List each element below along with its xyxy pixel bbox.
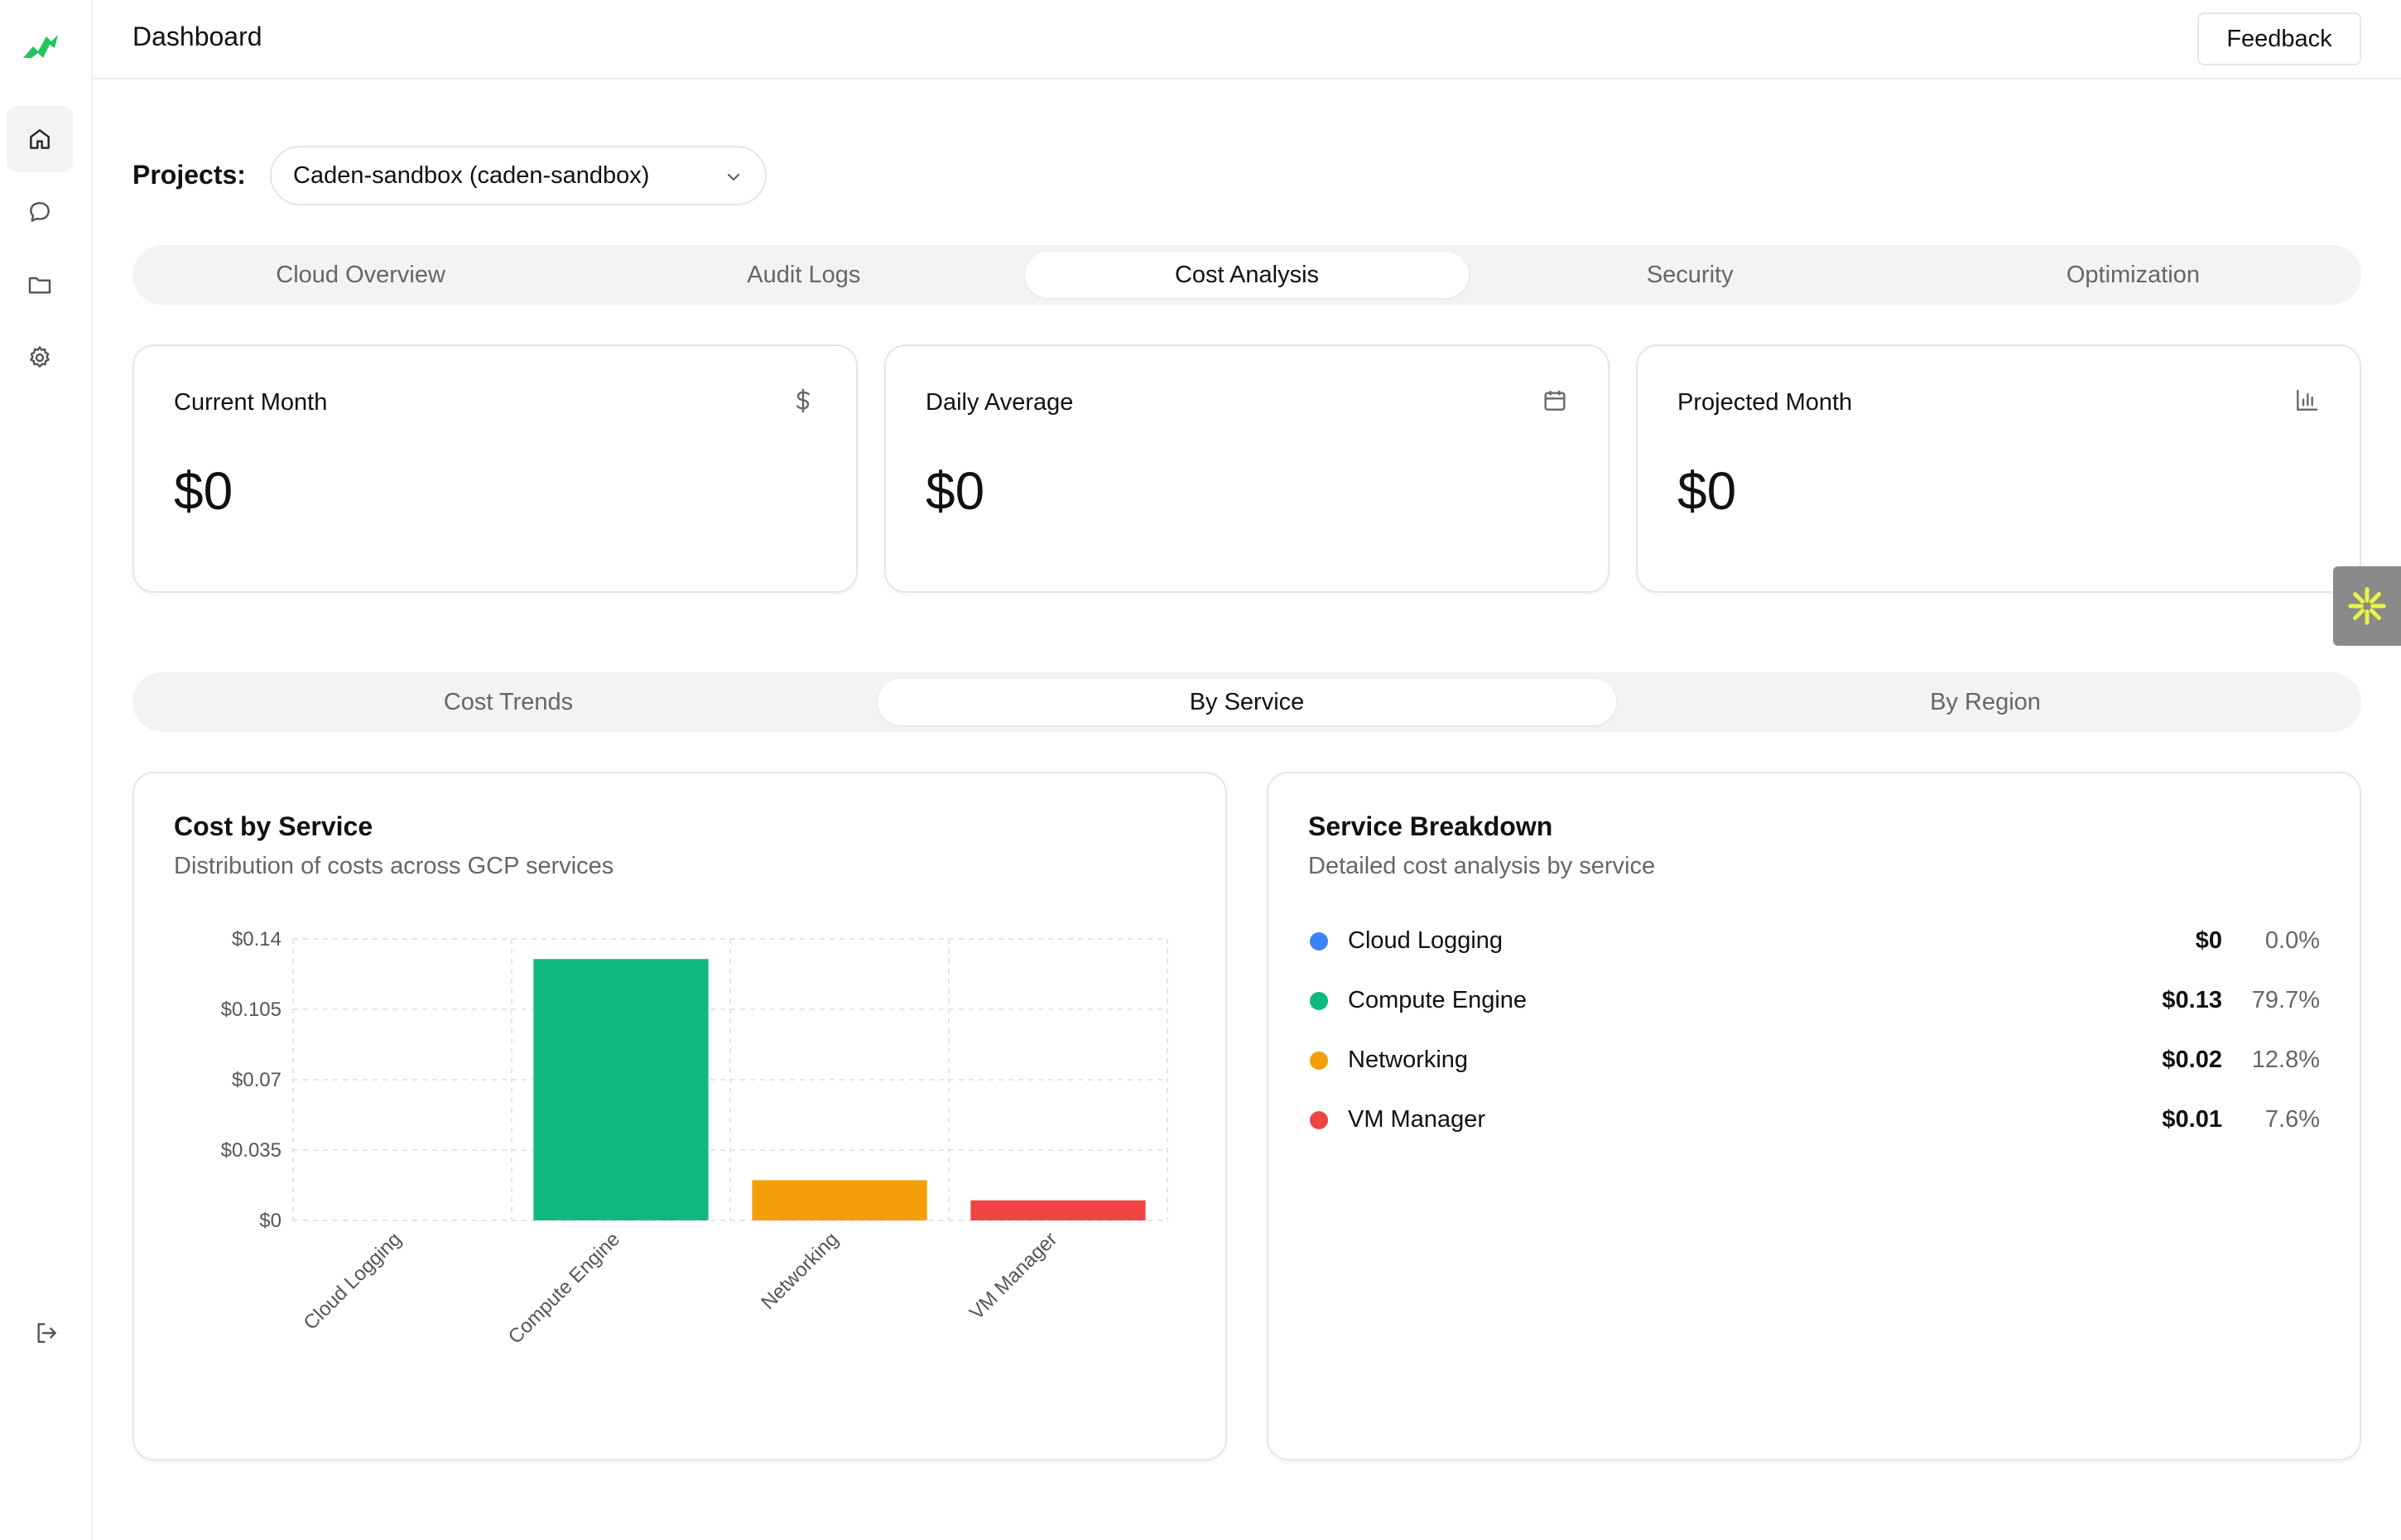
tab-cloud-overview[interactable]: Cloud Overview (276, 261, 445, 288)
chevron-down-icon (728, 174, 739, 180)
app-logo-icon[interactable] (22, 30, 60, 63)
y-tick-label: $0.105 (221, 999, 281, 1021)
projects-label: Projects: (132, 160, 246, 190)
service-name: Networking (1348, 1047, 1469, 1073)
y-tick-label: $0.14 (232, 928, 281, 950)
x-tick-label: Cloud Logging (300, 1228, 407, 1335)
sidebar-item-projects[interactable] (7, 252, 73, 318)
calendar-icon (1544, 391, 1566, 411)
service-percent: 0.0% (2264, 927, 2320, 954)
sidebar-item-home[interactable] (7, 106, 73, 172)
stat-card-current-month: Current Month $0 (132, 344, 858, 593)
stat-label: Daily Average (926, 389, 1074, 416)
service-name: VM Manager (1348, 1106, 1486, 1133)
stat-card-daily-average: Daily Average $0 (884, 344, 1609, 593)
cost-by-service-panel: $0 $0.035 $0.07 $0.105 $0.14 Cloud Logging Com… (132, 772, 1227, 1461)
main-tabs: Cloud Overview Audit Logs Cost Analysis … (132, 245, 2361, 305)
stat-value: $0 (926, 461, 985, 521)
y-tick-label: $0.035 (221, 1139, 281, 1162)
breakdown-row: Compute Engine $0.13 79.7% (1308, 980, 2320, 1020)
bar (752, 1180, 927, 1220)
y-tick-label: $0 (259, 1210, 281, 1232)
x-tick-label: Networking (757, 1228, 843, 1314)
breakdown-row: Cloud Logging $0 0.0% (1308, 921, 2320, 960)
tab-audit-logs[interactable]: Audit Logs (747, 261, 861, 288)
bar-chart-icon (2297, 389, 2318, 411)
service-name: Compute Engine (1348, 987, 1528, 1013)
service-percent: 7.6% (2264, 1106, 2320, 1133)
cost-by-service-chart: $0 $0.035 $0.07 $0.105 $0.14 Cloud Logging Com… (221, 928, 1168, 1349)
chat-icon (30, 202, 50, 222)
logout-icon (37, 1323, 56, 1343)
panel-title: Service Breakdown (1308, 811, 1553, 841)
sub-tabs: Cost Trends By Service By Region (132, 672, 2361, 732)
panel-subtitle: Distribution of costs across GCP service… (174, 853, 614, 879)
panel-title: Cost by Service (174, 811, 373, 841)
service-percent: 12.8% (2251, 1047, 2320, 1073)
service-name: Cloud Logging (1348, 927, 1504, 954)
series-color-dot (1310, 1052, 1328, 1070)
gear-icon (30, 346, 50, 368)
assistant-widget-button[interactable] (2333, 566, 2401, 646)
tab-optimization[interactable]: Optimization (2066, 261, 2200, 288)
bar (533, 959, 709, 1220)
stat-label: Projected Month (1677, 389, 1853, 416)
sidebar-item-chat[interactable] (7, 179, 73, 245)
tab-cost-trends[interactable]: Cost Trends (443, 688, 574, 715)
panel-subtitle: Detailed cost analysis by service (1308, 853, 1656, 879)
page-title: Dashboard (132, 22, 262, 51)
series-color-dot (1310, 932, 1328, 950)
sidebar-item-settings[interactable] (7, 325, 73, 391)
logout-button[interactable] (13, 1300, 79, 1366)
service-amount: $0 (2195, 927, 2222, 954)
bar (970, 1200, 1146, 1220)
stat-card-projected-month: Projected Month $0 (1636, 344, 2361, 593)
series-color-dot (1310, 992, 1328, 1010)
project-select[interactable]: Caden-sandbox (caden-sandbox) (270, 146, 767, 205)
project-select-value: Caden-sandbox (caden-sandbox) (293, 161, 650, 189)
series-color-dot (1310, 1111, 1328, 1129)
asterisk-icon (2348, 587, 2386, 625)
breakdown-row: Networking $0.02 12.8% (1308, 1040, 2320, 1080)
feedback-button[interactable]: Feedback (2197, 12, 2361, 65)
tab-by-region[interactable]: By Region (1930, 688, 2041, 715)
home-icon (30, 129, 50, 149)
top-header: Dashboard Feedback (93, 0, 2401, 79)
tab-security[interactable]: Security (1646, 261, 1734, 288)
service-amount: $0.02 (2162, 1047, 2222, 1073)
x-tick-label: Compute Engine (504, 1228, 625, 1349)
service-percent: 79.7% (2251, 987, 2320, 1013)
x-tick-label: VM Manager (965, 1228, 1061, 1324)
service-amount: $0.01 (2162, 1106, 2222, 1133)
service-amount: $0.13 (2162, 987, 2222, 1013)
stat-value: $0 (174, 461, 233, 521)
stat-value: $0 (1677, 461, 1737, 521)
service-breakdown-panel: Service Breakdown Detailed cost analysis… (1267, 772, 2361, 1461)
folder-icon (28, 277, 51, 294)
tab-by-service[interactable]: By Service (878, 679, 1616, 725)
dollar-icon (796, 388, 810, 413)
stat-label: Current Month (174, 389, 328, 416)
sidebar (0, 0, 93, 1540)
y-tick-label: $0.07 (232, 1069, 281, 1091)
breakdown-row: VM Manager $0.01 7.6% (1308, 1100, 2320, 1139)
tab-cost-analysis[interactable]: Cost Analysis (1025, 252, 1469, 298)
